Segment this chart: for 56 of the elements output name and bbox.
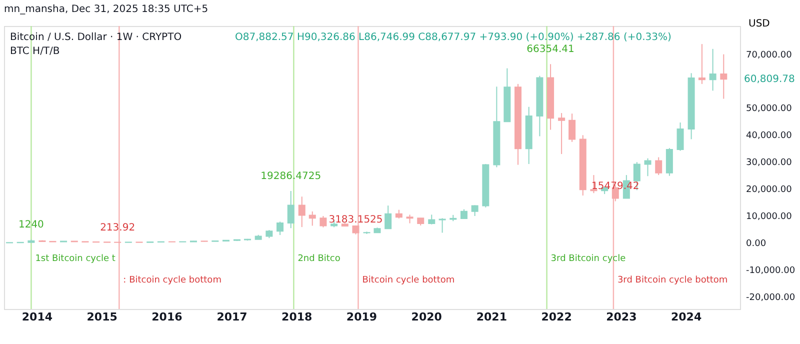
annotation: 3183.1525 <box>328 214 383 226</box>
x-tick-label: 2021 <box>476 310 507 324</box>
x-tick-label: 2017 <box>216 310 248 324</box>
annotation: 66354.41 <box>526 44 574 56</box>
x-tick-label: 2019 <box>346 310 378 324</box>
candlestick <box>568 113 576 142</box>
candlestick <box>644 158 652 177</box>
candlestick <box>460 208 468 220</box>
x-tick-label: 2020 <box>411 310 442 324</box>
candlestick <box>655 156 662 176</box>
y-axis-title: USD <box>748 18 770 30</box>
y-tick-label: 70,000.00 <box>746 50 792 60</box>
x-tick-label: 2018 <box>282 310 312 324</box>
candlestick <box>471 204 478 217</box>
y-tick-label: 0.00 <box>746 238 766 249</box>
x-tick-label: 2015 <box>86 310 118 324</box>
annotation: 1st Bitcoin cycle t <box>35 254 116 264</box>
y-tick-label: 10,000.00 <box>746 212 792 222</box>
y-tick-label: 40,000.00 <box>746 131 792 142</box>
annotation: 2nd Bitco <box>298 254 341 264</box>
annotation: Bitcoin cycle bottom <box>362 275 455 286</box>
candlestick <box>698 44 706 84</box>
candlestick <box>720 54 728 100</box>
annotation: 1240 <box>18 220 44 231</box>
x-tick-label: 2023 <box>606 310 637 324</box>
text: 60,809.78 <box>744 74 795 86</box>
y-tick-label: 50,000.00 <box>746 104 792 114</box>
y-tick-label: -20,000.00 <box>746 292 796 303</box>
x-tick-label: 2024 <box>670 310 702 324</box>
annotation: BTC H/T/B <box>10 46 60 57</box>
candlestick <box>558 112 566 155</box>
candlestick <box>676 122 684 152</box>
annotation: 3rd Bitcoin cycle <box>550 254 626 264</box>
candlestick <box>320 216 327 228</box>
candlestick <box>428 214 436 225</box>
text: mn_mansha, Dec 31, 2025 18:35 UTC+5 <box>4 4 208 15</box>
candlestick <box>287 190 294 229</box>
y-tick-label: 30,000.00 <box>746 158 792 168</box>
x-tick-label: 2014 <box>22 310 53 324</box>
y-tick-label: 20,000.00 <box>746 185 792 196</box>
candlestick <box>438 218 446 234</box>
annotation: 213.92 <box>100 222 136 234</box>
candlestick <box>384 205 392 230</box>
text: O87,882.57 H90,326.86 L86,746.99 C88,677.97 +793.90 (+0.90%) +287.86 (+0.33%) <box>235 32 672 43</box>
y-tick-label: -10,000.00 <box>746 266 796 276</box>
annotation: : Bitcoin cycle bottom <box>123 275 222 286</box>
candlestick <box>709 48 716 92</box>
annotation: 19286.4725 <box>260 170 322 182</box>
text: Bitcoin / U.S. Dollar · 1W · CRYPTO <box>10 32 182 43</box>
candlestick <box>308 210 316 226</box>
candlestick <box>276 221 284 236</box>
candlestick <box>666 148 673 176</box>
x-tick-label: 2022 <box>541 310 572 324</box>
x-tick-label: 2016 <box>152 310 183 324</box>
candlestick <box>298 196 306 228</box>
annotation: 3rd Bitcoin cycle bottom <box>617 275 728 286</box>
